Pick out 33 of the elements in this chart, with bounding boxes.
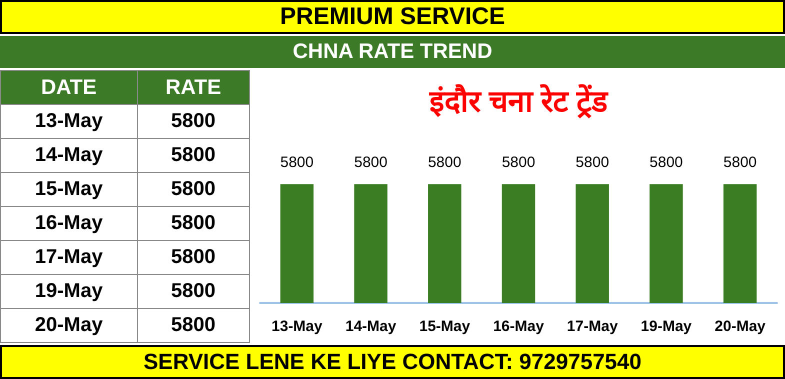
category-label: 13-May (0, 104, 138, 138)
x-tick-label: 19-May (640, 318, 692, 335)
category-label: 16-May (0, 206, 138, 240)
data-label: 5800 (428, 154, 462, 172)
data-label: 5800 (137, 172, 250, 206)
data-label: 5800 (137, 240, 250, 274)
data-label: 5800 (650, 154, 683, 172)
data-label: 5800 (502, 154, 536, 172)
data-label: 5800 (723, 154, 757, 172)
x-tick-label: 17-May (566, 318, 618, 335)
x-tick-label: 16-May (493, 318, 545, 335)
category-label: 19-May (0, 274, 138, 308)
data-label: 5800 (137, 206, 250, 240)
data-label: 5800 (137, 274, 250, 308)
category-label: 15-May (0, 172, 138, 206)
category-label: 17-May (0, 240, 138, 274)
text: SERVICE LENE KE LIYE CONTACT: 9729757540 (0, 345, 785, 379)
x-tick-label: 15-May (419, 318, 471, 335)
chart-subtitle: CHNA RATE TREND (0, 36, 785, 68)
x-tick-label: 20-May (714, 318, 766, 335)
chart-title: इंदौर चना रेट ट्रेंड (428, 84, 608, 118)
data-label: 5800 (137, 104, 250, 138)
data-label: 5800 (137, 138, 250, 172)
x-tick-label: 13-May (272, 318, 324, 335)
data-label: 5800 (576, 154, 610, 172)
data-label: 5800 (354, 154, 388, 172)
text: PREMIUM SERVICE (0, 0, 785, 34)
data-label: 5800 (280, 154, 314, 172)
data-label: 5800 (137, 308, 250, 342)
x-tick-label: 14-May (345, 318, 397, 335)
text: RATE (137, 70, 250, 104)
category-label: 14-May (0, 138, 138, 172)
text: DATE (0, 70, 138, 104)
